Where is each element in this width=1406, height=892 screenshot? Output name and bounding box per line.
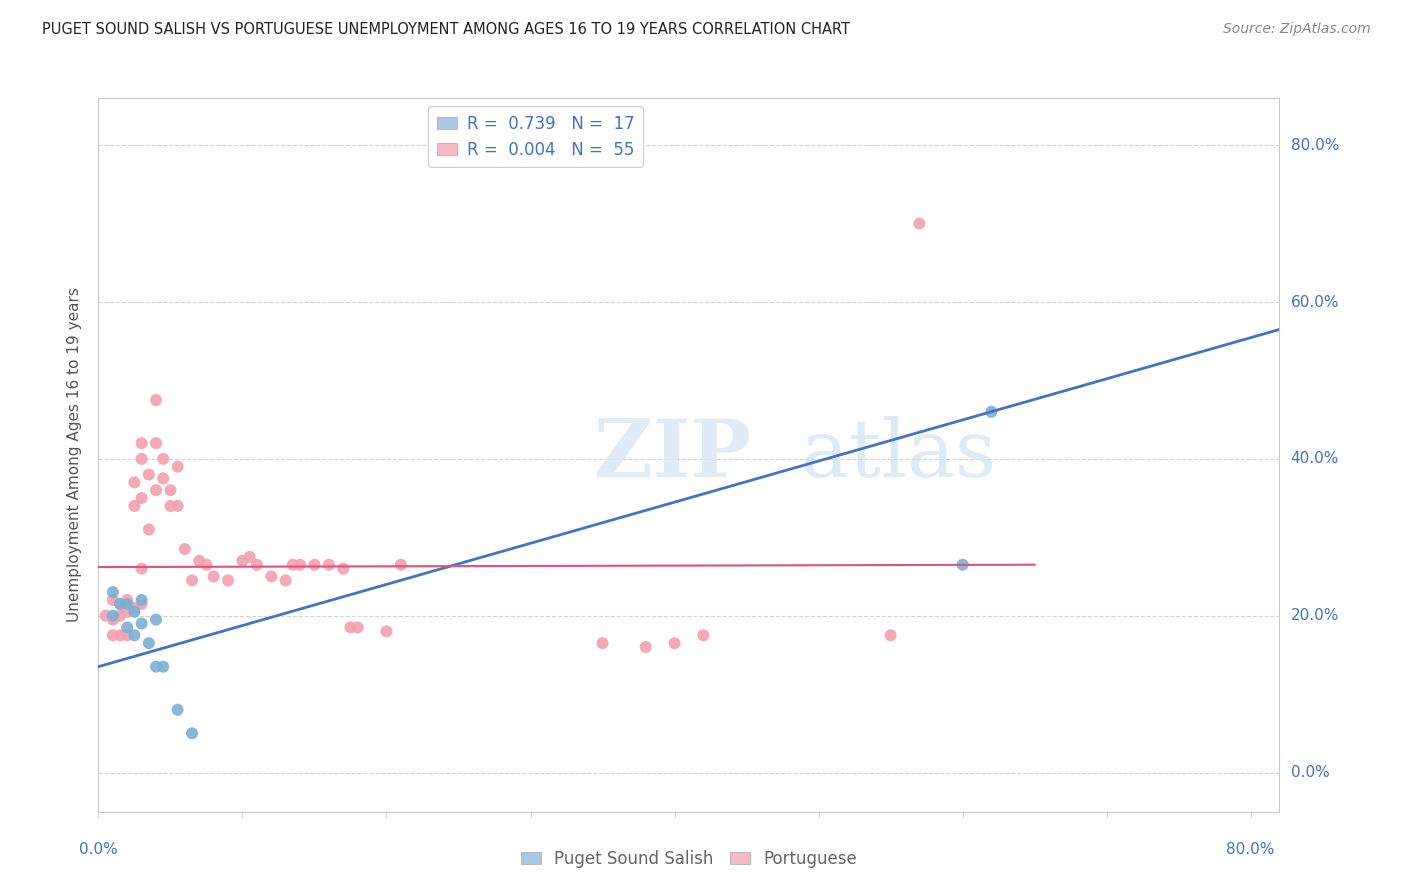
Point (159, 499, 181, 513)
Point (217, 574, 239, 588)
Point (101, 593, 124, 607)
Point (145, 613, 167, 627)
Point (131, 561, 153, 575)
Point (101, 613, 124, 627)
Point (108, 628, 131, 642)
Point (124, 475, 146, 490)
Point (108, 597, 131, 611)
Point (260, 569, 283, 583)
Point (101, 585, 124, 599)
Point (634, 640, 657, 654)
Point (246, 558, 269, 572)
Text: 0.0%: 0.0% (79, 842, 118, 857)
Text: ZIP: ZIP (595, 416, 751, 494)
Text: atlas: atlas (801, 416, 997, 494)
Point (115, 593, 138, 607)
Point (173, 541, 195, 556)
Point (131, 593, 153, 607)
Point (339, 620, 361, 634)
Point (166, 499, 188, 513)
Point (108, 597, 131, 611)
Point (145, 436, 167, 450)
Point (166, 459, 188, 474)
Point (332, 561, 354, 575)
Point (145, 392, 167, 407)
Point (131, 616, 153, 631)
Point (115, 597, 138, 611)
Point (124, 499, 146, 513)
Point (131, 597, 153, 611)
Point (879, 628, 901, 642)
Point (692, 628, 714, 642)
Point (202, 569, 225, 583)
Point (138, 467, 160, 482)
Y-axis label: Unemployment Among Ages 16 to 19 years: Unemployment Among Ages 16 to 19 years (67, 287, 83, 623)
Point (181, 574, 204, 588)
Point (389, 558, 412, 572)
Point (152, 451, 174, 466)
Point (980, 405, 1002, 419)
Point (152, 471, 174, 485)
Legend: Puget Sound Salish, Portuguese: Puget Sound Salish, Portuguese (515, 844, 863, 875)
Point (664, 636, 686, 650)
Point (592, 636, 614, 650)
Text: Source: ZipAtlas.com: Source: ZipAtlas.com (1223, 22, 1371, 37)
Point (152, 659, 174, 673)
Point (195, 558, 218, 572)
Point (281, 558, 304, 572)
Point (124, 600, 146, 615)
Point (288, 558, 311, 572)
Point (318, 558, 340, 572)
Text: 60.0%: 60.0% (1291, 294, 1339, 310)
Text: 0.0%: 0.0% (1291, 765, 1329, 780)
Point (145, 483, 167, 498)
Point (124, 605, 146, 619)
Point (375, 624, 398, 639)
Point (131, 491, 153, 505)
Point (94, 608, 117, 623)
Point (131, 451, 153, 466)
Point (231, 554, 253, 568)
Point (274, 574, 297, 588)
Point (138, 636, 160, 650)
Text: PUGET SOUND SALISH VS PORTUGUESE UNEMPLOYMENT AMONG AGES 16 TO 19 YEARS CORRELAT: PUGET SOUND SALISH VS PORTUGUESE UNEMPLO… (42, 22, 851, 37)
Point (124, 628, 146, 642)
Text: 20.0%: 20.0% (1291, 608, 1339, 624)
Point (101, 628, 124, 642)
Point (908, 217, 931, 231)
Point (115, 620, 138, 634)
Point (952, 558, 974, 572)
Point (145, 659, 167, 673)
Point (239, 549, 262, 564)
Text: 40.0%: 40.0% (1291, 451, 1339, 467)
Point (166, 703, 188, 717)
Point (101, 608, 124, 623)
Point (188, 554, 211, 568)
Point (346, 620, 368, 634)
Text: 80.0%: 80.0% (1291, 137, 1339, 153)
Point (115, 628, 138, 642)
Point (108, 608, 131, 623)
Point (159, 483, 181, 498)
Point (115, 605, 138, 619)
Text: 80.0%: 80.0% (1226, 842, 1275, 857)
Point (304, 558, 326, 572)
Point (138, 523, 160, 537)
Point (131, 436, 153, 450)
Point (181, 726, 204, 740)
